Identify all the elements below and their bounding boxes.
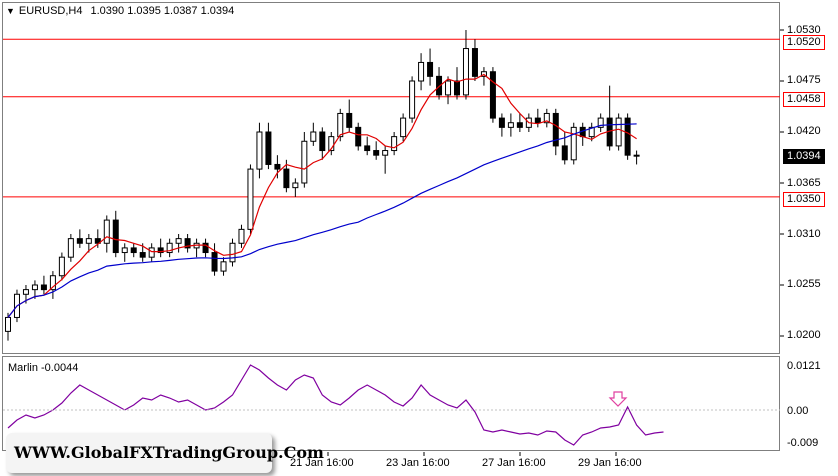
candle-body	[5, 316, 11, 332]
price-label: 1.0530	[787, 24, 821, 36]
candle-body	[175, 238, 182, 244]
time-label: 23 Jan 16:00	[386, 457, 450, 469]
candle-body	[301, 140, 308, 184]
fast-ma-line	[7, 73, 637, 318]
price-label: 1.0310	[787, 228, 821, 240]
indicator-level-label: 0.00	[787, 405, 809, 417]
candle-body	[148, 247, 155, 258]
candle-body	[498, 117, 505, 128]
candle-body	[76, 238, 83, 244]
indicator-level-label: -0.009	[787, 437, 819, 449]
candle-body	[615, 117, 622, 147]
candle-body	[58, 256, 65, 277]
slow-ma-line	[7, 123, 637, 318]
candle-body	[256, 131, 263, 170]
candle-body	[543, 112, 550, 124]
candle-body	[274, 163, 281, 170]
level-tag-2: 1.0458	[783, 92, 825, 107]
candle-body	[570, 126, 577, 161]
chevron-down-icon[interactable]: ▼	[6, 6, 15, 16]
watermark-logo: WWW.GlobalFXTradingGroup.Com	[6, 433, 324, 473]
candle-body	[391, 136, 398, 152]
indicator-label: Marlin -0.0044	[8, 362, 79, 374]
candle-body	[507, 122, 514, 128]
candle-body	[220, 261, 227, 272]
candle-body	[130, 247, 137, 254]
candle-body	[427, 61, 434, 77]
price-label: 1.0200	[787, 329, 821, 341]
candle-body	[471, 48, 478, 77]
candle-body	[85, 238, 92, 244]
level-tag-3: 1.0350	[783, 192, 825, 207]
candle-body	[157, 247, 164, 254]
price-label: 1.0475	[787, 74, 821, 86]
ohlc-label: 1.0390 1.0395 1.0387 1.0394	[90, 5, 235, 17]
price-chart-pane[interactable]	[2, 2, 780, 354]
candle-body	[139, 252, 146, 258]
candle-body	[184, 238, 191, 249]
indicator-line	[7, 364, 664, 446]
candle-body	[112, 219, 119, 254]
price-label: 1.0365	[787, 177, 821, 189]
candle-body	[202, 242, 209, 254]
candle-body	[40, 284, 47, 291]
symbol-label: EURUSD,H4	[18, 5, 83, 17]
candle-body	[121, 247, 128, 254]
candle-body	[454, 80, 460, 96]
candle-body	[238, 228, 245, 244]
candle-body	[436, 75, 443, 96]
candle-body	[166, 242, 173, 254]
candle-body	[211, 252, 218, 272]
candle-body	[31, 284, 38, 291]
candle-body	[319, 131, 326, 152]
candle-body	[22, 289, 29, 295]
candle-body	[588, 126, 595, 138]
candle-body	[292, 182, 299, 189]
candle-body	[516, 122, 523, 128]
chart-header: ▼ EURUSD,H4 1.0390 1.0395 1.0387 1.0394	[6, 5, 234, 17]
candle-body	[418, 61, 425, 82]
candle-body	[400, 117, 407, 138]
indicator-level-label: 0.0121	[787, 360, 821, 372]
price-label: 1.0255	[787, 278, 821, 290]
time-label: 27 Jan 16:00	[482, 457, 546, 469]
candle-body	[561, 145, 568, 161]
candle-body	[283, 168, 290, 189]
candle-body	[382, 150, 389, 156]
candle-body	[489, 71, 496, 119]
candle-body	[49, 275, 56, 291]
candle-body	[310, 131, 317, 142]
candle-body	[328, 136, 335, 152]
candle-body	[445, 80, 452, 96]
candle-body	[552, 112, 559, 147]
candle-body	[265, 131, 272, 165]
candle-body	[247, 168, 254, 230]
candle-body	[355, 126, 362, 147]
candle-body	[633, 154, 640, 157]
candle-body	[373, 150, 380, 156]
level-tag-1: 1.0520	[783, 35, 825, 50]
candle-body	[229, 242, 236, 263]
candle-body	[337, 112, 344, 138]
candle-body	[67, 238, 74, 258]
candle-body	[364, 145, 371, 152]
candle-body	[346, 112, 353, 128]
candle-body	[534, 117, 541, 124]
time-label: 21 Jan 16:00	[290, 457, 354, 469]
down-arrow-icon	[608, 391, 628, 407]
current-price-tag: 1.0394	[783, 149, 825, 164]
candle-body	[597, 117, 604, 128]
candle-body	[103, 219, 110, 244]
candle-body	[624, 117, 631, 156]
candle-body	[94, 238, 101, 244]
price-label: 1.0420	[787, 125, 821, 137]
candle-body	[409, 80, 416, 119]
time-label: 29 Jan 16:00	[578, 457, 642, 469]
candle-body	[462, 48, 469, 96]
